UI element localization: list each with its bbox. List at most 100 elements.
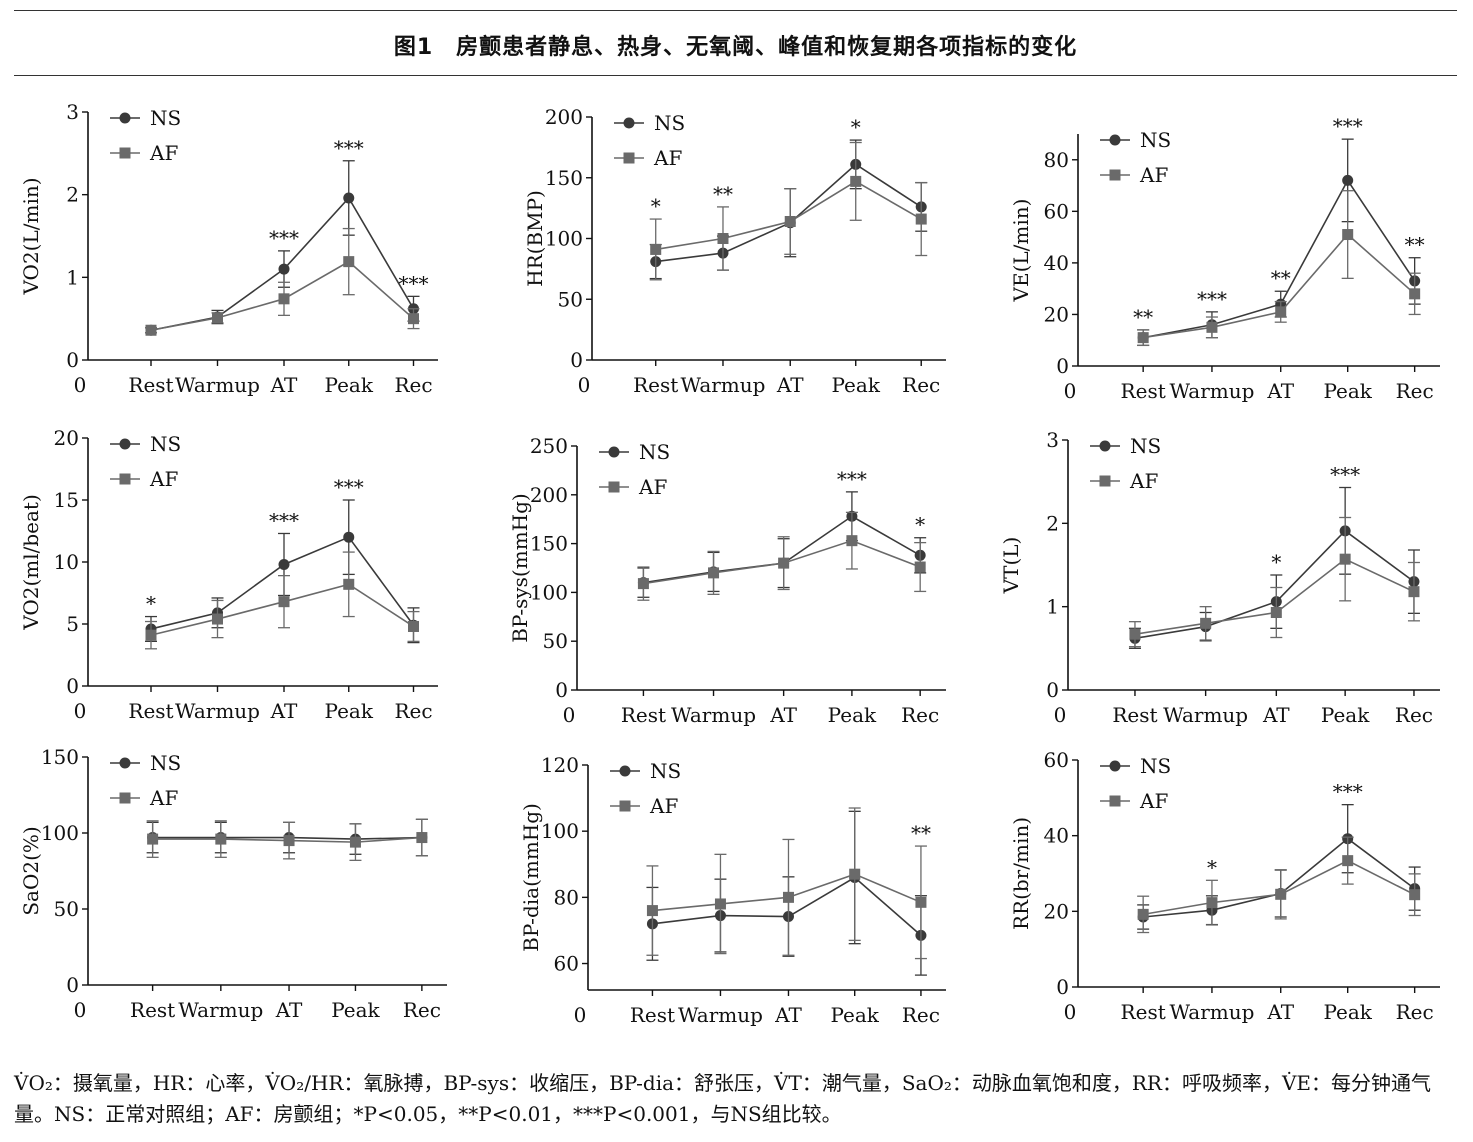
data-point-af xyxy=(278,293,290,305)
legend-marker xyxy=(119,112,131,124)
legend-marker xyxy=(619,800,631,812)
y-axis-label: SaO2(%) xyxy=(19,826,43,915)
data-point-af xyxy=(708,567,720,579)
data-point-af xyxy=(215,833,227,845)
y-tick-label: 60 xyxy=(554,952,579,976)
series-af xyxy=(1137,836,1421,934)
x-tick-label: Peak xyxy=(331,998,380,1022)
data-point-af xyxy=(1275,306,1287,318)
y-tick-label: 0 xyxy=(1046,678,1059,702)
legend-label: AF xyxy=(1129,469,1158,493)
data-point-af xyxy=(278,596,290,608)
x-tick-label: Rec xyxy=(902,1003,940,1027)
x-tick-label: Warmup xyxy=(1169,1000,1254,1024)
data-point-af xyxy=(849,868,861,880)
chart-panel-2: 0 50 100 150 200 0 Rest Warmup AT Peak Rec HR(BMP) *… xyxy=(523,105,946,397)
figure-title: 图1 房颤患者静息、热身、无氧阈、峰值和恢复期各项指标的变化 xyxy=(393,35,1078,60)
y-axis-label: VO2(ml/beat) xyxy=(19,494,43,631)
x-tick-label: Warmup xyxy=(681,373,766,397)
y-tick-label: 100 xyxy=(541,819,579,843)
data-point-ns xyxy=(278,558,290,570)
data-point-af xyxy=(646,905,658,917)
significance-mark: *** xyxy=(269,226,299,250)
data-point-af xyxy=(1270,607,1282,618)
x-tick-label: Rec xyxy=(1395,703,1433,727)
y-axis-label: VO2(L/min) xyxy=(19,177,43,295)
significance-mark: *** xyxy=(334,136,364,160)
y-tick-label: 0 xyxy=(66,674,79,698)
x-tick-label: AT xyxy=(1266,1000,1294,1024)
legend-label: NS xyxy=(639,440,670,464)
x-tick-label: Peak xyxy=(1323,379,1372,403)
significance-mark: * xyxy=(1271,550,1281,574)
data-point-ns xyxy=(1342,174,1354,186)
series-ns xyxy=(649,139,928,280)
data-point-af xyxy=(147,833,159,845)
legend-label: AF xyxy=(638,475,667,499)
significance-mark: ** xyxy=(713,182,733,206)
y-tick-label: 250 xyxy=(530,434,568,458)
x-origin-label: 0 xyxy=(574,1003,587,1027)
series-line-ns xyxy=(1134,529,1415,640)
y-tick-label: 150 xyxy=(530,532,568,556)
data-point-af xyxy=(283,835,295,847)
y-tick-label: 80 xyxy=(554,885,579,909)
x-tick-label: Warmup xyxy=(678,1003,763,1027)
data-point-af xyxy=(212,312,223,324)
legend-label: NS xyxy=(1140,754,1171,778)
y-axis-label: VE(L/min) xyxy=(1009,199,1033,303)
y-tick-label: 20 xyxy=(54,426,79,450)
legend-marker xyxy=(1109,134,1121,146)
y-axis-label: VT(L) xyxy=(999,537,1023,595)
data-point-af xyxy=(349,836,361,848)
x-tick-label: Rec xyxy=(1396,379,1434,403)
x-tick-label: Warmup xyxy=(1163,703,1248,727)
data-point-af xyxy=(717,233,729,244)
data-point-af xyxy=(1409,288,1421,300)
legend-marker xyxy=(119,147,131,159)
x-tick-label: AT xyxy=(769,703,797,727)
x-tick-label: Rest xyxy=(630,1003,675,1027)
data-point-ns xyxy=(343,531,355,543)
y-tick-label: 50 xyxy=(54,897,79,921)
x-tick-label: Rest xyxy=(128,699,173,723)
x-tick-label: AT xyxy=(1262,703,1290,727)
data-point-af xyxy=(145,629,157,641)
y-tick-label: 50 xyxy=(558,287,583,311)
data-point-af xyxy=(1137,332,1149,344)
significance-mark: * xyxy=(915,513,925,537)
y-tick-label: 5 xyxy=(66,612,79,636)
chart-panel-8: 60 80 100 120 0 Rest Warmup AT Peak Rec BP-dia(mmH… xyxy=(519,753,946,1027)
data-point-af xyxy=(1200,617,1212,629)
x-origin-label: 0 xyxy=(1064,1000,1077,1024)
y-tick-label: 3 xyxy=(1046,428,1059,452)
legend-label: NS xyxy=(150,106,181,130)
y-tick-label: 2 xyxy=(1046,511,1059,535)
significance-mark: * xyxy=(851,115,861,139)
legend-marker xyxy=(608,446,620,458)
legend-marker xyxy=(119,757,131,769)
y-tick-label: 40 xyxy=(1044,824,1069,848)
x-tick-label: Warmup xyxy=(1169,379,1254,403)
legend-label: NS xyxy=(1130,434,1161,458)
legend-marker xyxy=(119,792,131,804)
y-tick-label: 200 xyxy=(530,483,568,507)
legend-marker xyxy=(623,152,635,164)
x-origin-label: 0 xyxy=(1054,703,1067,727)
x-origin-label: 0 xyxy=(563,703,576,727)
data-point-af xyxy=(782,891,794,903)
x-tick-label: Rest xyxy=(1112,703,1157,727)
y-tick-label: 0 xyxy=(66,973,79,997)
legend-label: AF xyxy=(149,786,178,810)
y-tick-label: 200 xyxy=(545,105,583,129)
series-af xyxy=(145,227,420,336)
y-tick-label: 0 xyxy=(570,348,583,372)
chart-panel-4: 0 5 10 15 20 0 Rest Warmup AT Peak Rec VO2(ml/beat)… xyxy=(19,426,438,723)
legend-marker xyxy=(608,481,620,493)
x-tick-label: Peak xyxy=(1323,1000,1372,1024)
series-line-ns xyxy=(655,163,922,263)
legend-label: NS xyxy=(150,751,181,775)
legend-label: AF xyxy=(149,141,178,165)
data-point-af xyxy=(408,313,419,325)
